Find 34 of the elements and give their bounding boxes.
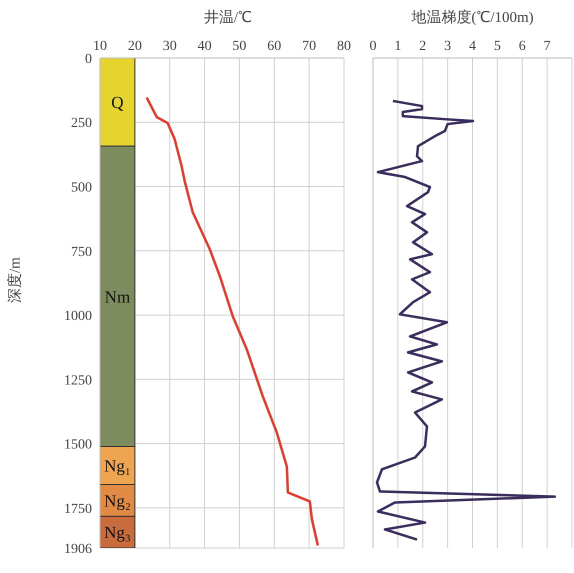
y-tick-label: 1906 <box>64 542 92 557</box>
x-tick-label: 2 <box>419 39 426 54</box>
line-series <box>145 96 320 547</box>
x-axis-title: 井温/℃ <box>202 8 254 27</box>
y-tick-label: 0 <box>85 52 92 67</box>
x-tick-label: 3 <box>444 39 452 54</box>
x-tick-label: 4 <box>469 39 476 54</box>
band-label: Ng₃ <box>104 523 131 542</box>
x-tick-label: 20 <box>128 39 142 54</box>
band-label: Ng₂ <box>104 491 131 510</box>
x-tick-label: 30 <box>162 39 177 54</box>
y-tick-label: 1000 <box>64 309 92 324</box>
y-tick-label: 1500 <box>64 438 92 453</box>
y-tick-label: 250 <box>71 116 92 132</box>
band-label: Nm <box>104 287 130 306</box>
x-tick-label: 0 <box>370 39 376 54</box>
y-tick-label: 1750 <box>64 502 92 517</box>
x-tick-label: 50 <box>232 39 246 54</box>
band-label: Ng₁ <box>104 456 131 476</box>
y-tick-label: 750 <box>71 244 92 260</box>
y-tick-label: 1250 <box>64 373 92 388</box>
x-tick-label: 6 <box>518 39 526 54</box>
y-tick-label: 500 <box>71 180 92 196</box>
x-tick-label: 5 <box>494 39 501 54</box>
band-label: Q <box>111 93 124 112</box>
x-tick-label: 10 <box>93 39 107 54</box>
x-tick-label: 40 <box>198 39 212 54</box>
x-tick-label: 7 <box>544 39 551 54</box>
x-tick-label: 1 <box>394 39 402 54</box>
x-tick-label: 70 <box>302 39 316 54</box>
y-axis-title: 深度/m <box>6 256 24 303</box>
x-tick-label: 80 <box>337 39 351 54</box>
x-axis-title: 地温梯度(℃/100m) <box>410 8 535 27</box>
x-tick-label: 60 <box>267 39 282 54</box>
